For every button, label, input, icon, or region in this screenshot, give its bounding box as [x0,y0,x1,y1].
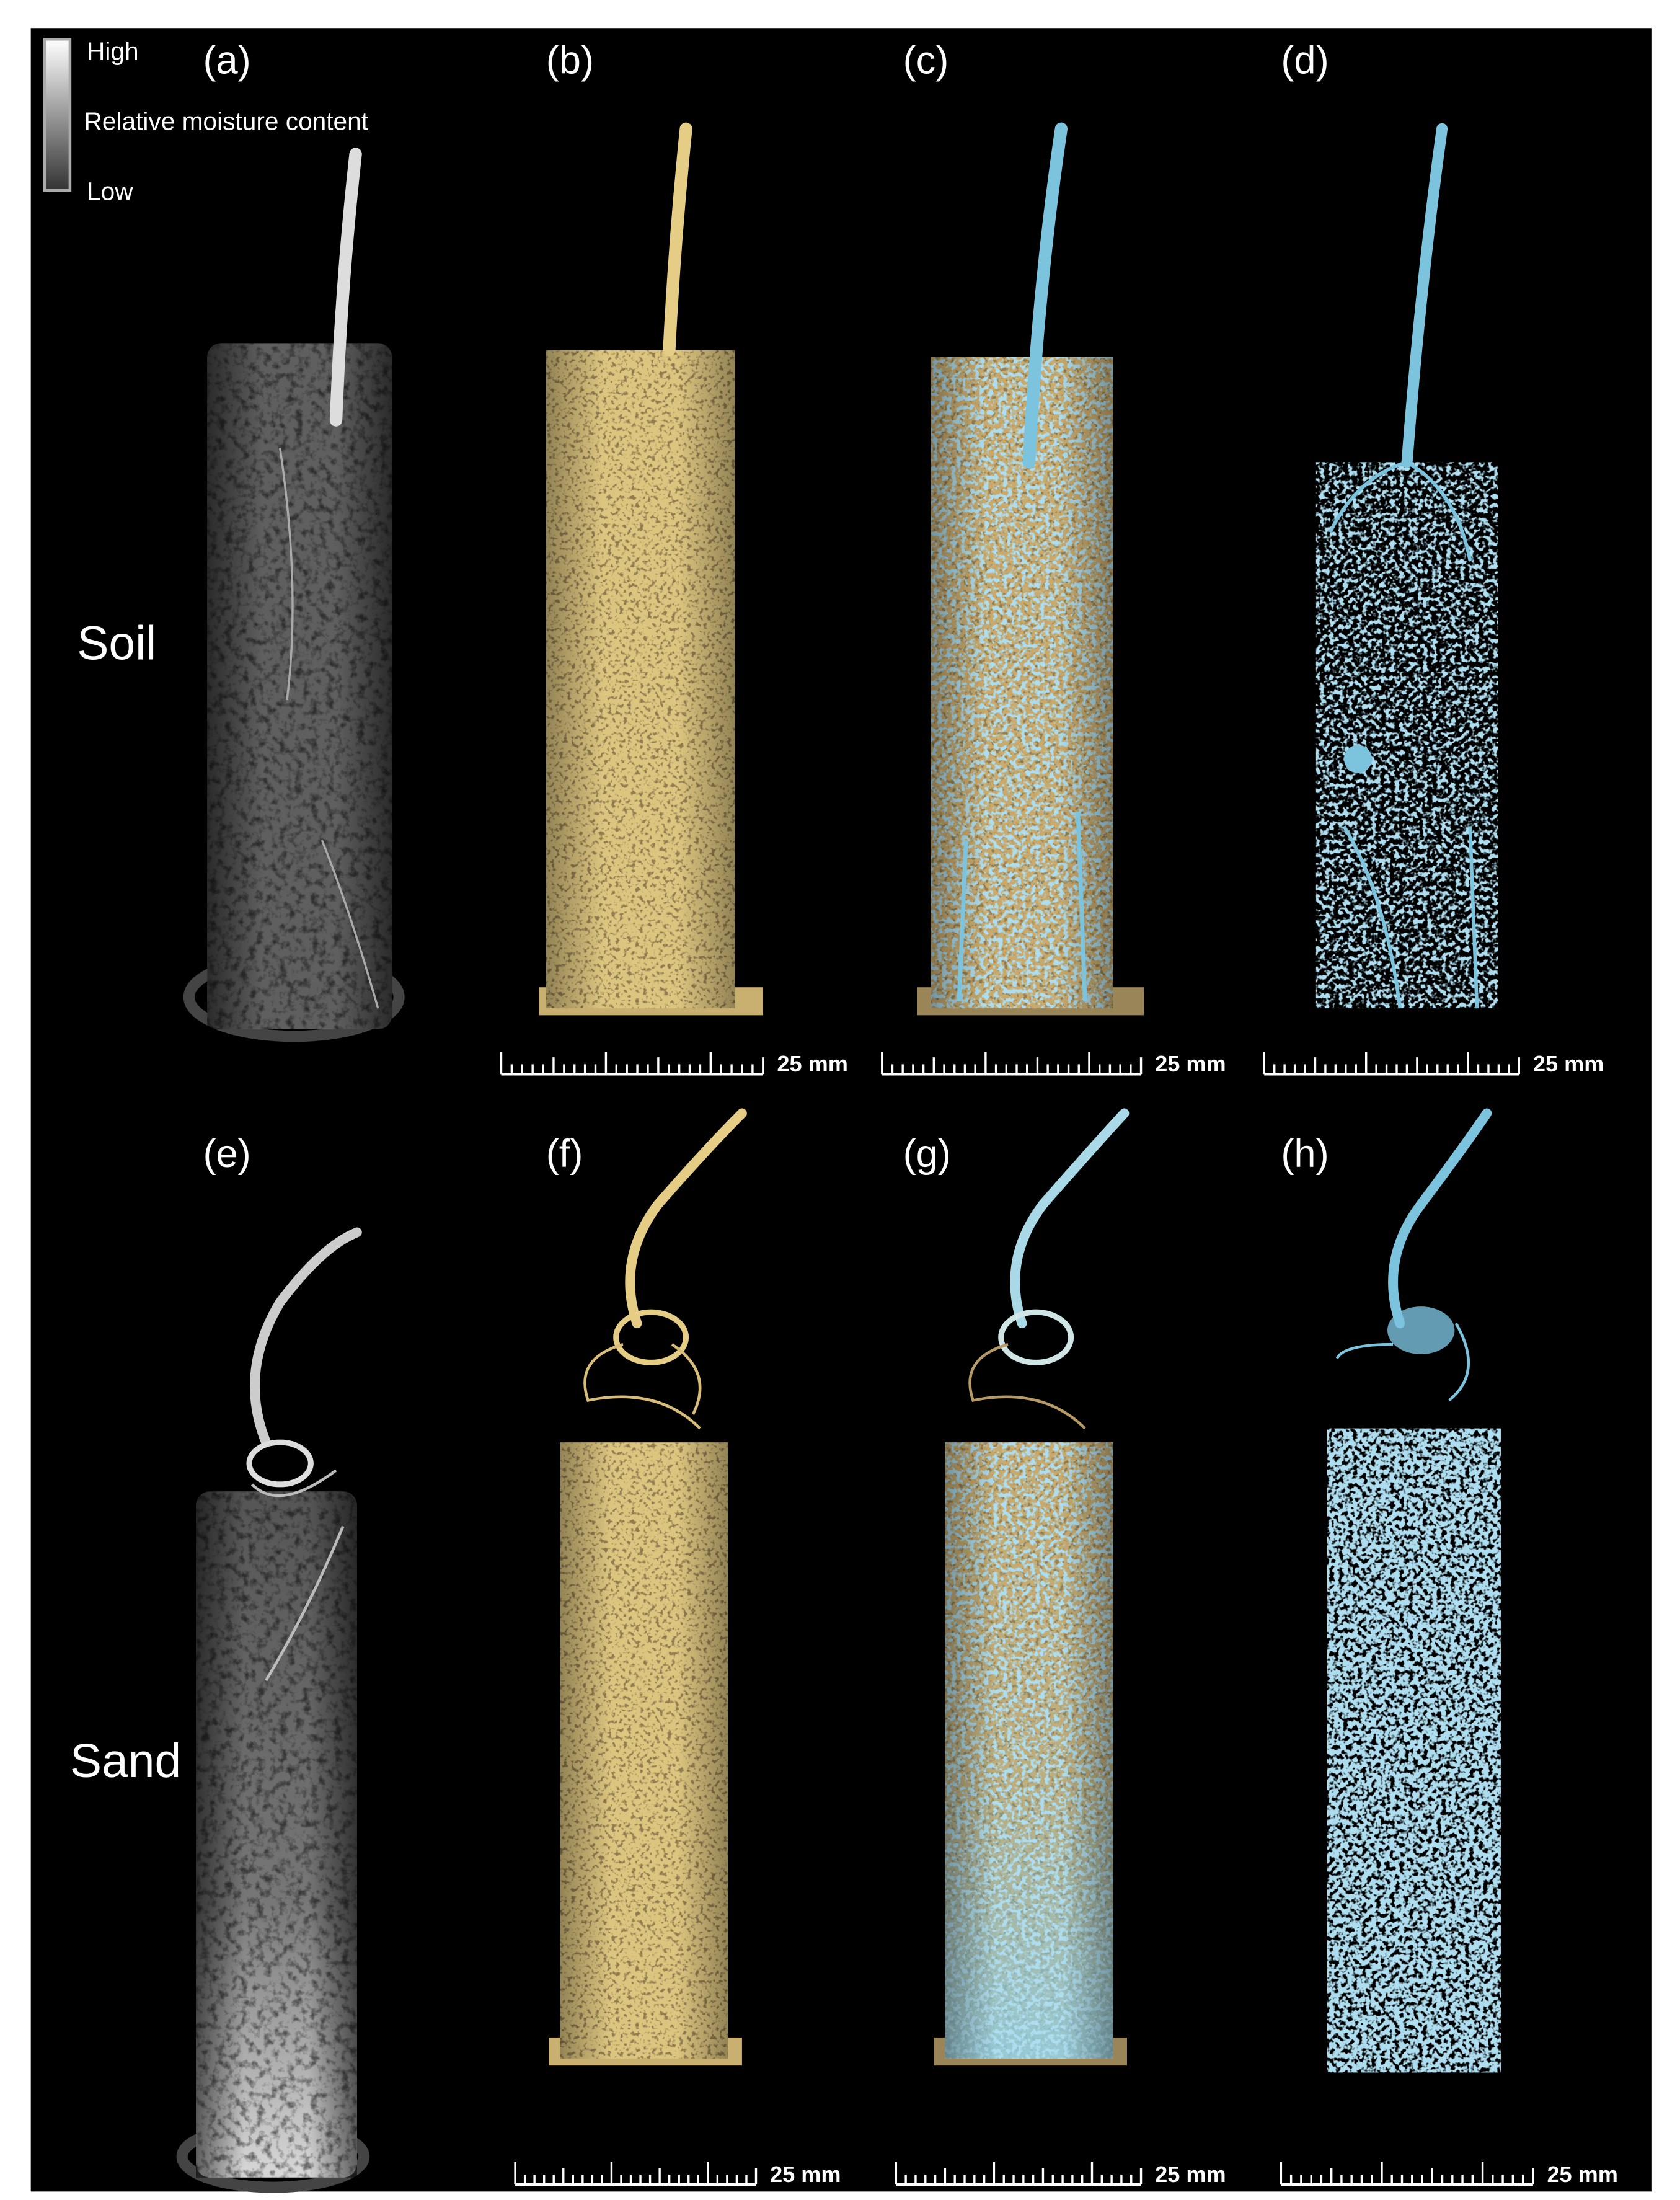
panel-label: (a) [203,38,250,82]
sand-tan-blue-column [934,1108,1130,2066]
panel-label: (f) [546,1132,583,1176]
sand-blue-column [1327,1108,1501,2073]
row-label: Soil [77,617,156,670]
scale-label: 25 mm [777,1051,847,1076]
panel-label: (e) [203,1132,250,1176]
scale-label: 25 mm [1533,1051,1604,1076]
panel-label: (d) [1281,38,1329,82]
legend: High Relative moisture content Low [43,37,368,205]
legend-low: Low [87,177,133,205]
scale-label: 25 mm [1155,1051,1226,1076]
scale-bars: 25 mm 25 mm 25 mm 25 mm 25 mm 25 mm [500,1051,1618,2187]
panel-label: (b) [546,38,594,82]
scale-label: 25 mm [770,2162,841,2187]
scale-label: 25 mm [1547,2162,1617,2187]
panel-label: (h) [1281,1132,1329,1176]
panel-label: (c) [903,38,949,82]
soil-blue-column [1315,123,1498,1009]
soil-gray-column [183,148,405,1042]
legend-high: High [87,37,139,66]
soil-tan-blue-column [917,122,1144,1016]
panel-label: (g) [903,1132,951,1176]
scale-label: 25 mm [1155,2162,1226,2187]
legend-title: Relative moisture content [84,107,368,136]
row-label: Sand [70,1734,181,1788]
sand-gray-column [176,1227,370,2193]
soil-tan-column [539,122,763,1016]
legend-bar [43,38,72,192]
sand-tan-column [549,1108,747,2066]
